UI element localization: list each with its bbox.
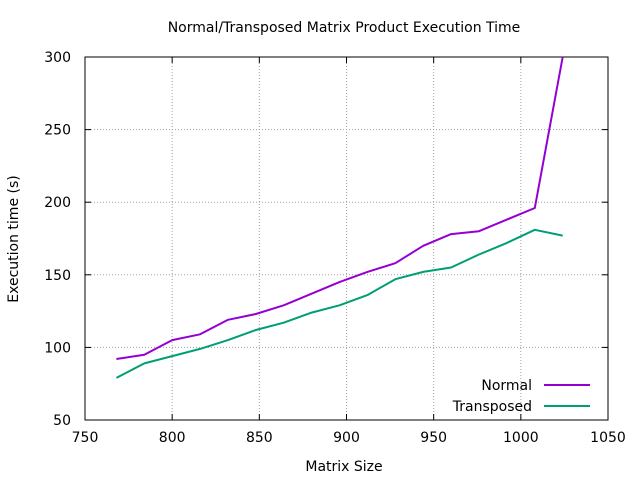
y-tick-label: 50 xyxy=(53,413,71,429)
x-tick-label: 800 xyxy=(159,430,186,446)
x-axis: 750 800 850 900 950 1000 1050 xyxy=(72,57,626,446)
y-axis: 50 100 150 200 250 300 xyxy=(44,50,608,429)
x-tick-label: 750 xyxy=(72,430,99,446)
y-tick-label: 100 xyxy=(44,340,71,356)
legend-label-normal: Normal xyxy=(481,378,532,394)
x-tick-label: 850 xyxy=(246,430,273,446)
series-line-transposed xyxy=(115,228,563,379)
y-tick-label: 300 xyxy=(44,50,71,66)
x-tick-label: 1050 xyxy=(590,430,626,446)
y-tick-label: 150 xyxy=(44,268,71,284)
x-tick-label: 950 xyxy=(420,430,447,446)
x-axis-title: Matrix Size xyxy=(305,459,382,475)
x-tick-label: 900 xyxy=(333,430,360,446)
chart-title: Normal/Transposed Matrix Product Executi… xyxy=(168,20,521,36)
legend: Normal Transposed xyxy=(452,378,590,415)
y-tick-label: 200 xyxy=(44,195,71,211)
grid-lines xyxy=(85,57,608,420)
y-tick-label: 250 xyxy=(44,123,71,139)
series-line-normal xyxy=(116,56,564,360)
y-axis-title: Execution time (s) xyxy=(6,175,22,302)
legend-label-transposed: Transposed xyxy=(452,399,532,415)
x-tick-label: 1000 xyxy=(503,430,539,446)
series-lines xyxy=(115,56,564,379)
